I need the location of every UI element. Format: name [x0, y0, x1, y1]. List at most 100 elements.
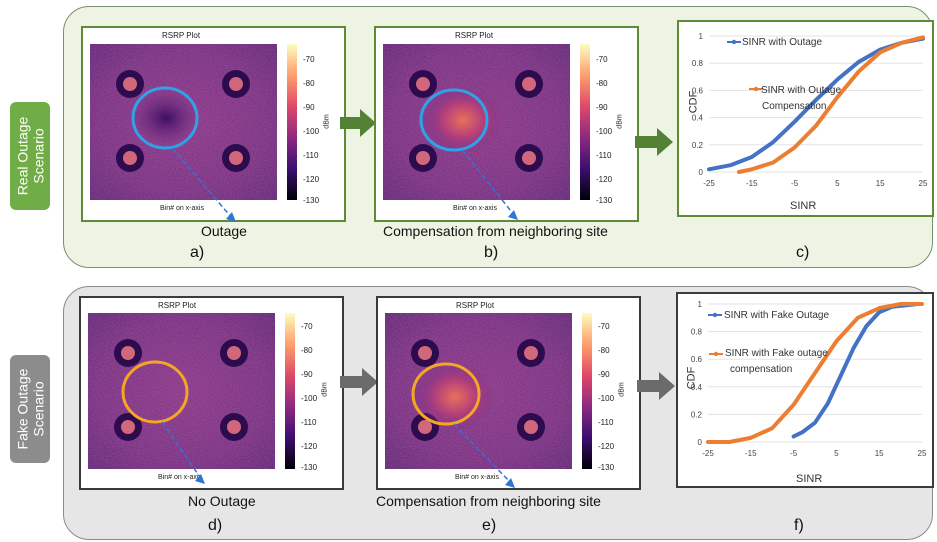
cdf-x-tick: 5	[835, 179, 840, 188]
heatmap-a-colorbar	[287, 44, 297, 200]
cdf-series-line	[736, 35, 925, 174]
cdf-f-xlabel: SINR	[796, 473, 823, 485]
cdf-f-letter: f)	[794, 517, 804, 534]
heatmap-d-title: RSRP Plot	[158, 301, 197, 310]
cdf-x-tick: 25	[919, 179, 928, 188]
heatmap-a-cb-tick: -70	[303, 55, 315, 64]
cdf-y-tick: 0.6	[692, 86, 704, 95]
cdf-f-legend-3: compensation	[730, 364, 793, 375]
heatmap-d-cb-tick: -70	[301, 322, 313, 331]
heatmap-b-title: RSRP Plot	[455, 31, 494, 40]
heatmap-a-image	[90, 44, 277, 200]
heatmap-a-cb-tick: -90	[303, 103, 315, 112]
cdf-c-legend-3: Compensation	[762, 101, 827, 112]
heatmap-b-image	[383, 44, 570, 200]
heatmap-d-cb-tick: -100	[301, 394, 318, 403]
heatmap-b-letter: b)	[484, 244, 499, 261]
heatmap-b-cb-tick: -70	[596, 55, 608, 64]
heatmap-b-cb-tick: -90	[596, 103, 608, 112]
cdf-f-ylabel: CDF	[685, 366, 698, 390]
heatmap-d-colorbar	[285, 313, 295, 469]
heatmap-d-cb-tick: -90	[301, 370, 313, 379]
cdf-y-tick: 0	[699, 168, 704, 177]
heatmap-d-cb-tick: -110	[301, 418, 317, 427]
cdf-x-tick: -5	[790, 449, 798, 458]
heatmap-a-cb-tick: -120	[303, 175, 320, 184]
heatmap-e-colorbar	[582, 313, 592, 469]
heatmap-e-cb-tick: -100	[598, 394, 615, 403]
cdf-y-tick: 0.2	[691, 410, 703, 419]
cdf-x-tick: 25	[918, 449, 927, 458]
cdf-series-line	[791, 302, 920, 439]
heatmap-b-cb-tick: -110	[596, 151, 612, 160]
cdf-f-legend-2: SINR with Fake outage	[725, 348, 828, 359]
heatmap-a-xaxis: Bin# on x-axis	[160, 205, 204, 212]
heatmap-e-title: RSRP Plot	[456, 301, 495, 310]
cdf-x-tick: 15	[876, 179, 885, 188]
heatmap-a-cb-tick: -130	[303, 196, 320, 205]
heatmap-e-xaxis: Bin# on x-axis	[455, 474, 499, 481]
cdf-x-tick: 15	[875, 449, 884, 458]
heatmap-a-letter: a)	[190, 244, 205, 261]
heatmap-e-cb-tick: -90	[598, 370, 610, 379]
cdf-legend-dot	[712, 312, 718, 318]
cdf-legend-dot	[731, 39, 737, 45]
heatmap-d-letter: d)	[208, 517, 223, 534]
cdf-c-xlabel: SINR	[790, 200, 817, 212]
heatmap-d-cb-tick: -80	[301, 346, 313, 355]
gray-arrow-right	[340, 368, 378, 396]
cdf-legend-dot	[753, 86, 759, 92]
heatmap-a-cb-tick: -100	[303, 127, 320, 136]
heatmap-e-caption: Compensation from neighboring site	[376, 493, 601, 509]
cdf-c-plot: 0 0.2 0.4 0.6 0.8 1 -25 -15 -5 5 15 25	[692, 32, 928, 188]
cdf-c-legend-2: SINR with Outage	[761, 85, 842, 96]
cdf-x-tick: -25	[702, 449, 714, 458]
cdf-c-frame	[677, 20, 934, 217]
heatmap-b-cb-tick: -130	[596, 196, 613, 205]
cdf-y-tick: 0.6	[691, 355, 703, 364]
cdf-x-tick: -25	[703, 179, 715, 188]
heatmap-e-cb-tick: -80	[598, 346, 610, 355]
heatmap-b-xaxis: Bin# on x-axis	[453, 205, 497, 212]
cdf-x-tick: 5	[834, 449, 839, 458]
cdf-series-line	[706, 302, 924, 444]
cdf-f-plot: 0 0.2 0.4 0.6 0.8 1 -25 -15 -5 5 15 25	[691, 300, 927, 458]
heatmap-e-letter: e)	[482, 517, 497, 534]
heatmap-e-cb-tick: -120	[598, 442, 615, 451]
green-arrow-right	[340, 109, 376, 137]
real-outage-side-label: Real Outage Scenario	[10, 102, 50, 210]
heatmap-b-cb-tick: -100	[596, 127, 613, 136]
heatmap-b-caption: Compensation from neighboring site	[383, 223, 608, 239]
green-arrow-right	[635, 128, 673, 156]
heatmap-d-cb-tick: -120	[301, 442, 318, 451]
heatmap-a-title: RSRP Plot	[162, 31, 201, 40]
gray-arrow-right	[637, 372, 675, 400]
cdf-x-tick: -15	[746, 179, 758, 188]
heatmap-d-caption: No Outage	[188, 493, 256, 509]
cdf-c-legend-1: SINR with Outage	[742, 37, 823, 48]
heatmap-a-caption: Outage	[201, 223, 247, 239]
heatmap-b-colorbar	[580, 44, 590, 200]
heatmap-e-cb-tick: -130	[598, 463, 615, 472]
heatmap-a-cb-tick: -80	[303, 79, 315, 88]
cdf-c-letter: c)	[796, 244, 810, 261]
cdf-y-tick: 0.4	[692, 114, 704, 123]
heatmap-d-image	[88, 313, 275, 469]
heatmap-b-cb-tick: -120	[596, 175, 613, 184]
cdf-y-tick: 1	[699, 32, 704, 41]
heatmap-a-cb-tick: -110	[303, 151, 319, 160]
heatmap-e-cb-tick: -70	[598, 322, 610, 331]
cdf-y-tick: 0	[698, 438, 703, 447]
heatmap-d-xaxis: Bin# on x-axis	[158, 474, 202, 481]
cdf-y-tick: 0.8	[691, 328, 703, 337]
cdf-f-legend-1: SINR with Fake Outage	[724, 310, 830, 321]
cdf-y-tick: 0.2	[692, 141, 704, 150]
heatmap-e-cb-tick: -110	[598, 418, 614, 427]
heatmap-d-cb-tick: -130	[301, 463, 318, 472]
cdf-legend-dot	[713, 351, 719, 357]
cdf-y-tick: 1	[698, 300, 703, 309]
